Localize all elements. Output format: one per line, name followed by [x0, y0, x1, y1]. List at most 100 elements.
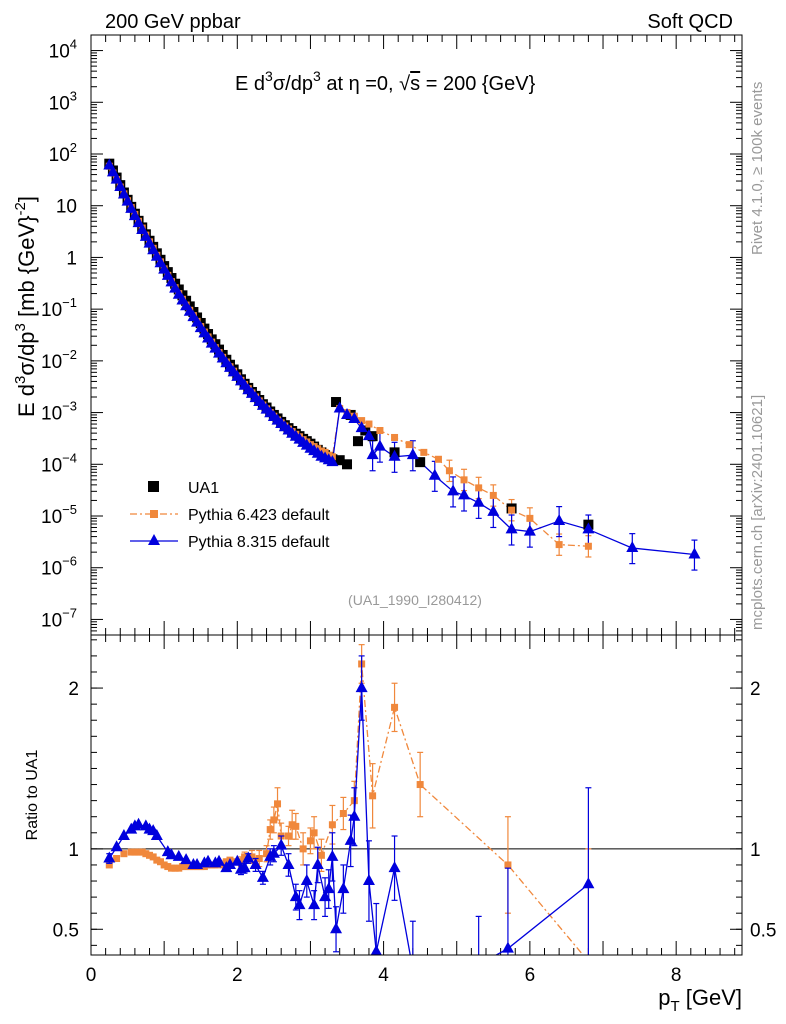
legend-label-pythia8: Pythia 8.315 default	[188, 534, 330, 551]
ratio-pythia6-point	[288, 821, 296, 829]
pythia6-point	[508, 506, 516, 514]
ua1-data-point	[334, 455, 345, 466]
ratio-pythia6-point	[248, 853, 256, 861]
pythia6-point	[420, 448, 428, 456]
main-y-ticks: 10−7 10−6 10−5 10−4 10−3 10−2 10−1 1 10 102 103 104	[41, 37, 742, 631]
ratio-pythia8-point	[267, 846, 280, 858]
ratio-series	[103, 644, 595, 973]
pythia6-point	[555, 541, 563, 549]
ratio-pythia6-point	[317, 851, 325, 859]
main-panel: E d3σ/dp3 at η =0, √s = 200 {GeV} E d3σ/…	[12, 34, 743, 636]
ratio-pythia8-point	[407, 962, 419, 973]
main-title: E d3σ/dp3 at η =0, √s = 200 {GeV}	[235, 68, 536, 95]
main-y-axis-label: E d3σ/dp3 [mb {GeV}-2]	[12, 196, 39, 417]
ratio-pythia8-point	[322, 882, 335, 894]
ratio-pythia8-point	[293, 898, 306, 910]
ratio-pythia8-point	[308, 898, 321, 910]
ratio-pythia6-point	[270, 816, 278, 824]
ratio-y-tick-label: 0.5	[53, 920, 79, 941]
ratio-pythia6-point	[135, 848, 143, 856]
ratio-pythia8-point	[132, 817, 145, 829]
ratio-pythia6-point	[284, 832, 292, 840]
ratio-pythia8-point	[202, 854, 215, 866]
legend-label-ua1: UA1	[188, 480, 219, 497]
pythia6-point	[434, 455, 442, 463]
y-tick-label: 103	[49, 88, 77, 114]
ua1-data-point	[331, 397, 342, 408]
x-tick-label: 0	[86, 965, 97, 986]
ratio-y-tick-label: 1	[68, 840, 79, 861]
pythia6-point	[475, 484, 483, 492]
pythia6-point	[445, 467, 453, 475]
ratio-pythia8-point	[231, 854, 244, 866]
ratio-pythia6-point	[266, 826, 274, 834]
pythia6-point	[489, 491, 497, 499]
ratio-y-tick-label-right: 0.5	[750, 920, 776, 941]
pythia8-point	[341, 407, 354, 419]
ratio-pythia6-point	[142, 850, 150, 858]
ratio-pythia8-point	[275, 838, 288, 850]
ratio-pythia8-point	[330, 922, 343, 934]
ratio-pythia8-point	[223, 857, 236, 869]
y-tick-label: 10−4	[41, 450, 77, 476]
ratio-y-tick-label: 2	[68, 679, 79, 700]
pythia6-point	[365, 420, 373, 428]
ratio-pythia6-point	[416, 781, 424, 789]
ratio-pythia8-point	[319, 890, 332, 902]
header-right: Soft QCD	[647, 11, 733, 33]
legend: UA1 Pythia 6.423 default Pythia 8.315 de…	[130, 480, 330, 551]
ratio-pythia8-point	[582, 877, 595, 889]
x-tick-label: 4	[378, 965, 389, 986]
ratio-pythia6-point	[241, 853, 249, 861]
ua1-data-point	[415, 457, 426, 468]
ratio-pythia8-point	[355, 681, 368, 693]
pythia8-point	[428, 468, 441, 480]
pythia8-point	[688, 547, 701, 559]
legend-marker-pythia8	[148, 534, 160, 545]
ratio-panel: Ratio to UA1 0.5 0.5 1 1 2 2 0 2 4 6 8 pT [GeV]	[24, 634, 776, 1015]
mcplots-label: mcplots.cern.ch [arXiv:2401.10621]	[749, 395, 766, 630]
legend-label-pythia6: Pythia 6.423 default	[188, 507, 330, 524]
ratio-y-ticks: 0.5 0.5 1 1 2 2	[53, 639, 776, 946]
main-series	[103, 158, 701, 571]
y-tick-label: 10−7	[41, 605, 77, 631]
pythia8-point	[114, 180, 127, 192]
pythia8-point	[582, 522, 595, 534]
ratio-pythia6-point	[105, 861, 113, 869]
pythia8-point	[553, 514, 566, 526]
ratio-pythia8-point	[501, 941, 514, 953]
pythia8-point	[106, 165, 119, 177]
pythia8-point	[366, 448, 379, 460]
pythia6-point	[391, 433, 399, 441]
pythia8-point	[373, 439, 386, 451]
pythia8-point	[125, 201, 138, 213]
ratio-pythia6-point	[113, 855, 121, 863]
pythia8-point	[128, 209, 141, 221]
ratio-pythia8-point	[282, 857, 295, 869]
ratio-pythia6-point	[167, 864, 175, 872]
ratio-pythia6-point	[175, 864, 183, 872]
pythia6-point	[376, 427, 384, 435]
ratio-pythia6-point	[153, 856, 161, 864]
ratio-pythia6-point	[160, 861, 168, 869]
y-tick-label: 10−5	[41, 502, 77, 528]
pythia8-point	[406, 448, 419, 460]
header-left: 200 GeV ppbar	[105, 11, 241, 33]
ratio-pythia6-point	[292, 822, 300, 830]
y-tick-label: 104	[49, 37, 77, 63]
ratio-frame	[90, 634, 743, 956]
pythia8-point	[117, 187, 130, 199]
ratio-pythia6-point	[146, 851, 154, 859]
ratio-pythia8-point	[110, 840, 123, 852]
ratio-pythia6-point	[299, 845, 307, 853]
pythia8-point	[447, 484, 460, 496]
pythia8-point	[523, 524, 536, 536]
ratio-pythia6-point	[263, 850, 271, 858]
ratio-pythia6-point	[182, 863, 190, 871]
ratio-pythia8-point	[249, 857, 262, 869]
ratio-pythia6-point	[120, 850, 128, 858]
ratio-y-axis-label: Ratio to UA1	[24, 750, 41, 841]
ratio-pythia6-point	[328, 821, 336, 829]
pythia6-point	[584, 542, 592, 550]
